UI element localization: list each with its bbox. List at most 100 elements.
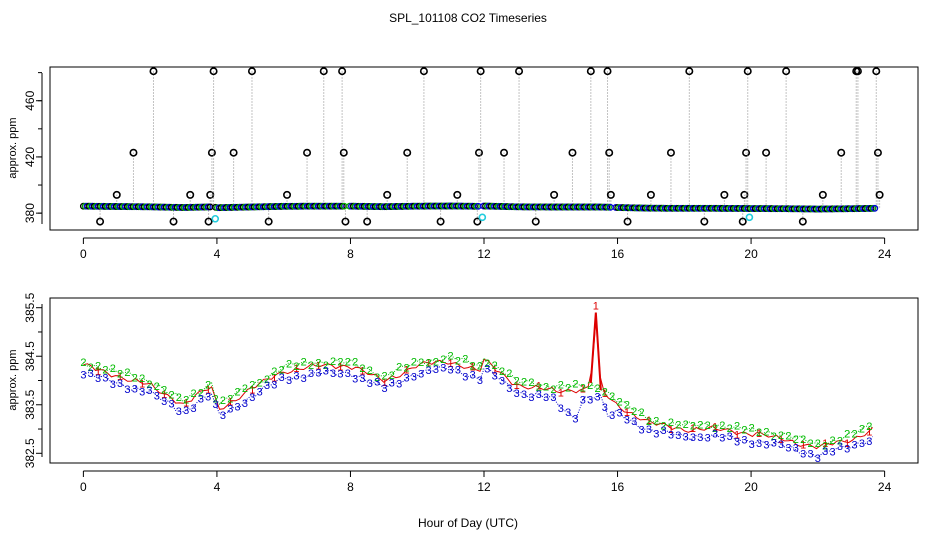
series-2-marker: 2 [697, 419, 703, 431]
x-tick-label: 12 [477, 480, 491, 494]
spike-point [403, 148, 412, 157]
spike-point [341, 217, 350, 226]
spike-point [743, 67, 752, 76]
series-1-peak-marker: 1 [593, 300, 599, 312]
series-1-marker: 1 [359, 366, 365, 378]
series-3-marker: 3 [403, 373, 409, 385]
series-2-marker: 2 [484, 358, 490, 370]
top-y-axis-label: approx. ppm [7, 117, 19, 178]
series-2-marker: 2 [683, 419, 689, 431]
series-1-marker: 1 [227, 396, 233, 408]
spike-point [586, 67, 595, 76]
series-1-marker: 1 [426, 358, 432, 370]
series-1-marker: 1 [271, 373, 277, 385]
series-2-marker: 2 [558, 379, 564, 391]
series-2-marker: 2 [227, 393, 233, 405]
series-2-marker: 2 [866, 421, 872, 433]
y-tick-label: 382.5 [23, 438, 37, 468]
series-1-marker: 1 [205, 385, 211, 397]
spike-point [476, 67, 485, 76]
series-1-marker: 1 [403, 365, 409, 377]
series-3-marker: 3 [381, 383, 387, 395]
series-2-marker: 2 [778, 430, 784, 442]
spike-point [782, 67, 791, 76]
series-1-marker: 1 [381, 377, 387, 389]
series-2-marker: 2 [205, 379, 211, 391]
series-3-marker: 3 [257, 387, 263, 399]
series-3-marker: 3 [785, 443, 791, 455]
series-1-marker: 1 [624, 407, 630, 419]
series-2-marker: 2 [235, 387, 241, 399]
spike-point [742, 148, 751, 157]
series-3-marker: 3 [352, 374, 358, 386]
spike-point [283, 190, 292, 199]
series-3-marker: 3 [183, 405, 189, 417]
series-3-marker: 3 [822, 446, 828, 458]
spike-point [515, 67, 524, 76]
series-3-marker: 3 [418, 369, 424, 381]
series-3-marker: 3 [301, 373, 307, 385]
series-3-marker: 3 [154, 390, 160, 402]
series-3-marker: 3 [616, 408, 622, 420]
bottom-plot-frame [49, 297, 919, 464]
spike-point [605, 148, 614, 157]
series-3-marker: 3 [727, 431, 733, 443]
spike-point [853, 67, 862, 76]
series-1-marker: 1 [668, 424, 674, 436]
series-1-marker: 1 [800, 440, 806, 452]
series-2-marker: 2 [411, 357, 417, 369]
spike-point [568, 148, 577, 157]
spike-point [474, 148, 483, 157]
series-2-marker: 2 [183, 394, 189, 406]
series-3-marker: 3 [624, 414, 630, 426]
series-1-spike [589, 312, 602, 391]
series-2-marker: 2 [403, 362, 409, 374]
series-3-marker: 3 [492, 371, 498, 383]
y-tick-label: 420 [23, 147, 37, 167]
series-1-marker: 1 [249, 384, 255, 396]
series-2-marker: 2 [844, 429, 850, 441]
series-2-marker: 2 [352, 356, 358, 368]
series-3-marker: 3 [396, 379, 402, 391]
series-3-marker: 3 [146, 385, 152, 397]
series-2-marker: 2 [727, 423, 733, 435]
series-3-marker: 3 [213, 399, 219, 411]
series-3-marker: 3 [800, 448, 806, 460]
series-1-marker: 1 [712, 422, 718, 434]
series-2-marker: 2 [139, 373, 145, 385]
series-3-marker: 3 [455, 364, 461, 376]
x-axis-label: Hour of Day (UTC) [418, 516, 518, 530]
series-2-marker: 2 [763, 426, 769, 438]
series-3-marker: 3 [683, 431, 689, 443]
series-3-marker: 3 [95, 373, 101, 385]
spike-point [818, 190, 827, 199]
series-2-marker: 2 [668, 417, 674, 429]
series-1-marker: 1 [470, 362, 476, 374]
series-3-marker: 3 [705, 432, 711, 444]
series-1-marker: 1 [514, 380, 520, 392]
series-2-marker: 2 [264, 374, 270, 386]
spike-point [453, 190, 462, 199]
spike-point [319, 67, 328, 76]
series-3-marker: 3 [176, 406, 182, 418]
series-3-marker: 3 [558, 403, 564, 415]
series-2-marker: 2 [418, 357, 424, 369]
spike-point [738, 217, 747, 226]
x-tick-label: 20 [744, 247, 758, 261]
series-2-marker: 2 [477, 360, 483, 372]
series-2-marker: 2 [448, 351, 454, 363]
series-3-marker: 3 [499, 376, 505, 388]
series-3-marker: 3 [139, 387, 145, 399]
series-2-marker: 2 [124, 367, 130, 379]
series-3-marker: 3 [712, 429, 718, 441]
series-3-marker: 3 [565, 407, 571, 419]
spike-point [363, 217, 372, 226]
series-2-marker: 2 [389, 370, 395, 382]
spike-point [623, 217, 632, 226]
spike-point [875, 190, 884, 199]
spike-point [531, 217, 540, 226]
series-3-marker: 3 [771, 437, 777, 449]
series-2-marker: 2 [807, 438, 813, 450]
series-2-marker: 2 [220, 395, 226, 407]
